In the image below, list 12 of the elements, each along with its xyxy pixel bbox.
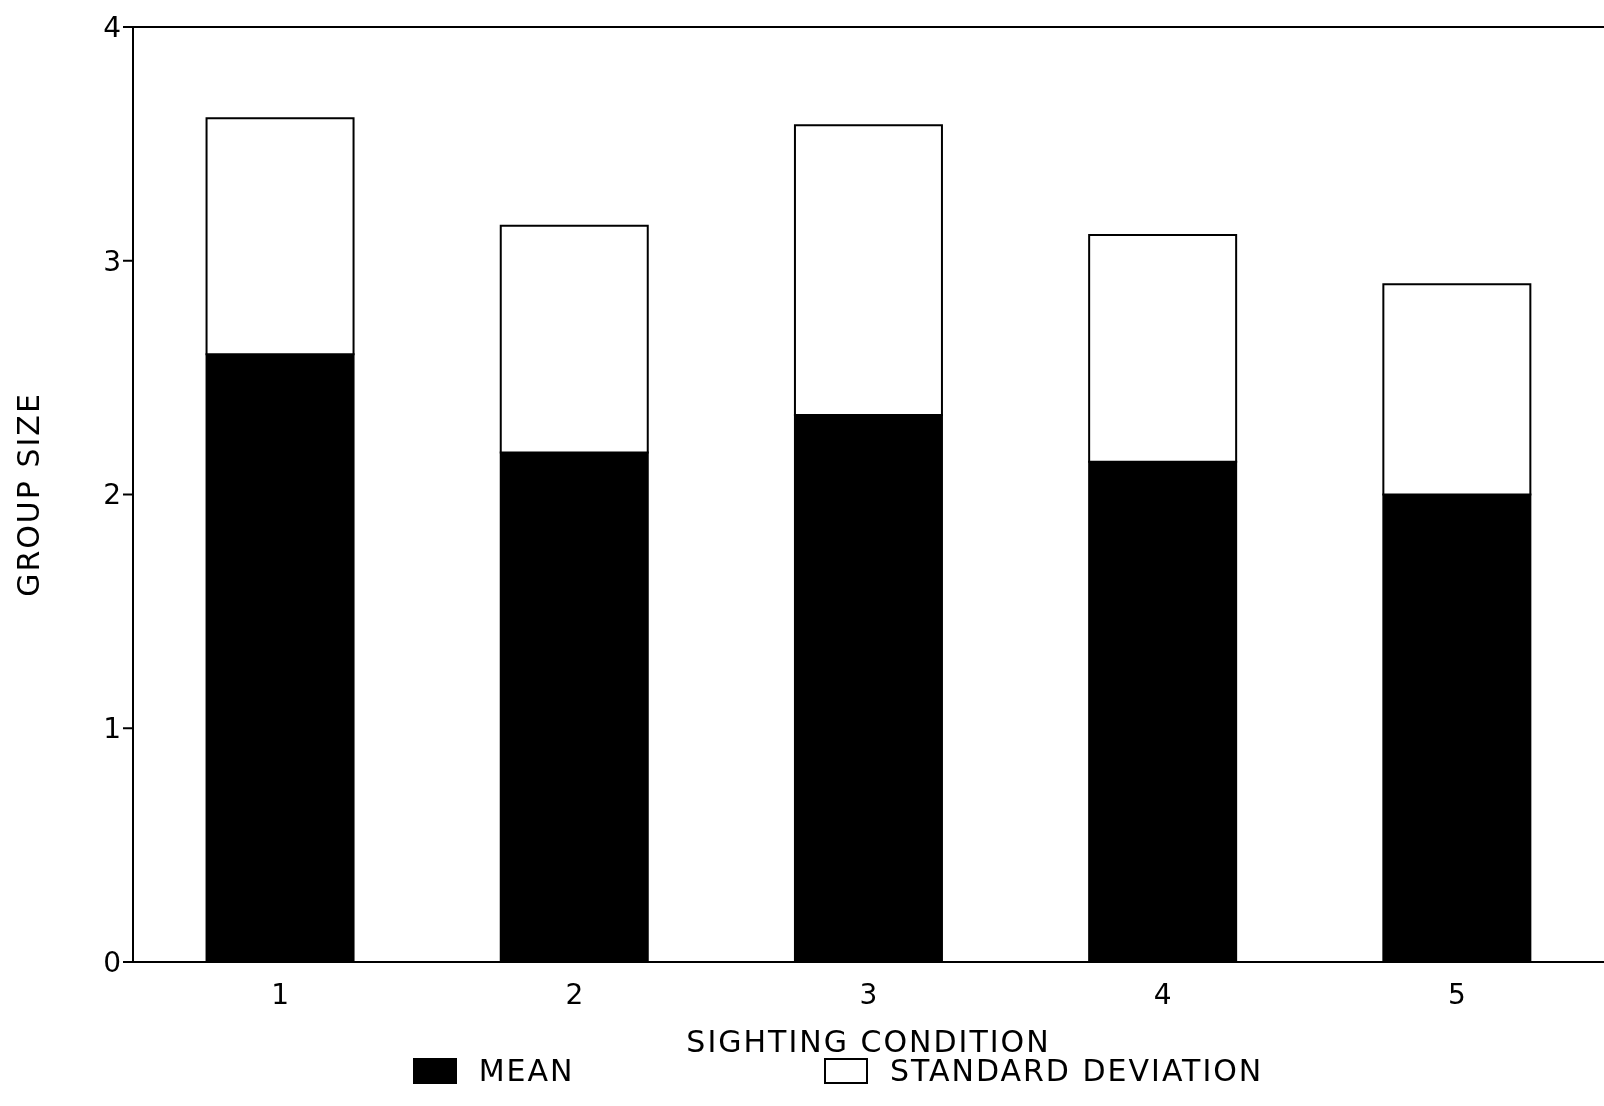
- x-tick-label: 2: [565, 977, 584, 1011]
- y-axis-title: GROUP SIZE: [10, 392, 46, 597]
- y-tick-label: 2: [103, 478, 121, 512]
- x-tick-label: 4: [1153, 977, 1172, 1011]
- legend-label: MEAN: [478, 1053, 575, 1088]
- y-tick-label: 0: [103, 945, 121, 979]
- y-tick-label: 4: [103, 10, 121, 44]
- y-tick-label: 1: [103, 712, 121, 746]
- y-tick-label: 3: [103, 244, 121, 278]
- x-tick-label: 3: [859, 977, 878, 1011]
- x-tick-label: 5: [1447, 977, 1466, 1011]
- x-tick-label: 1: [271, 977, 290, 1011]
